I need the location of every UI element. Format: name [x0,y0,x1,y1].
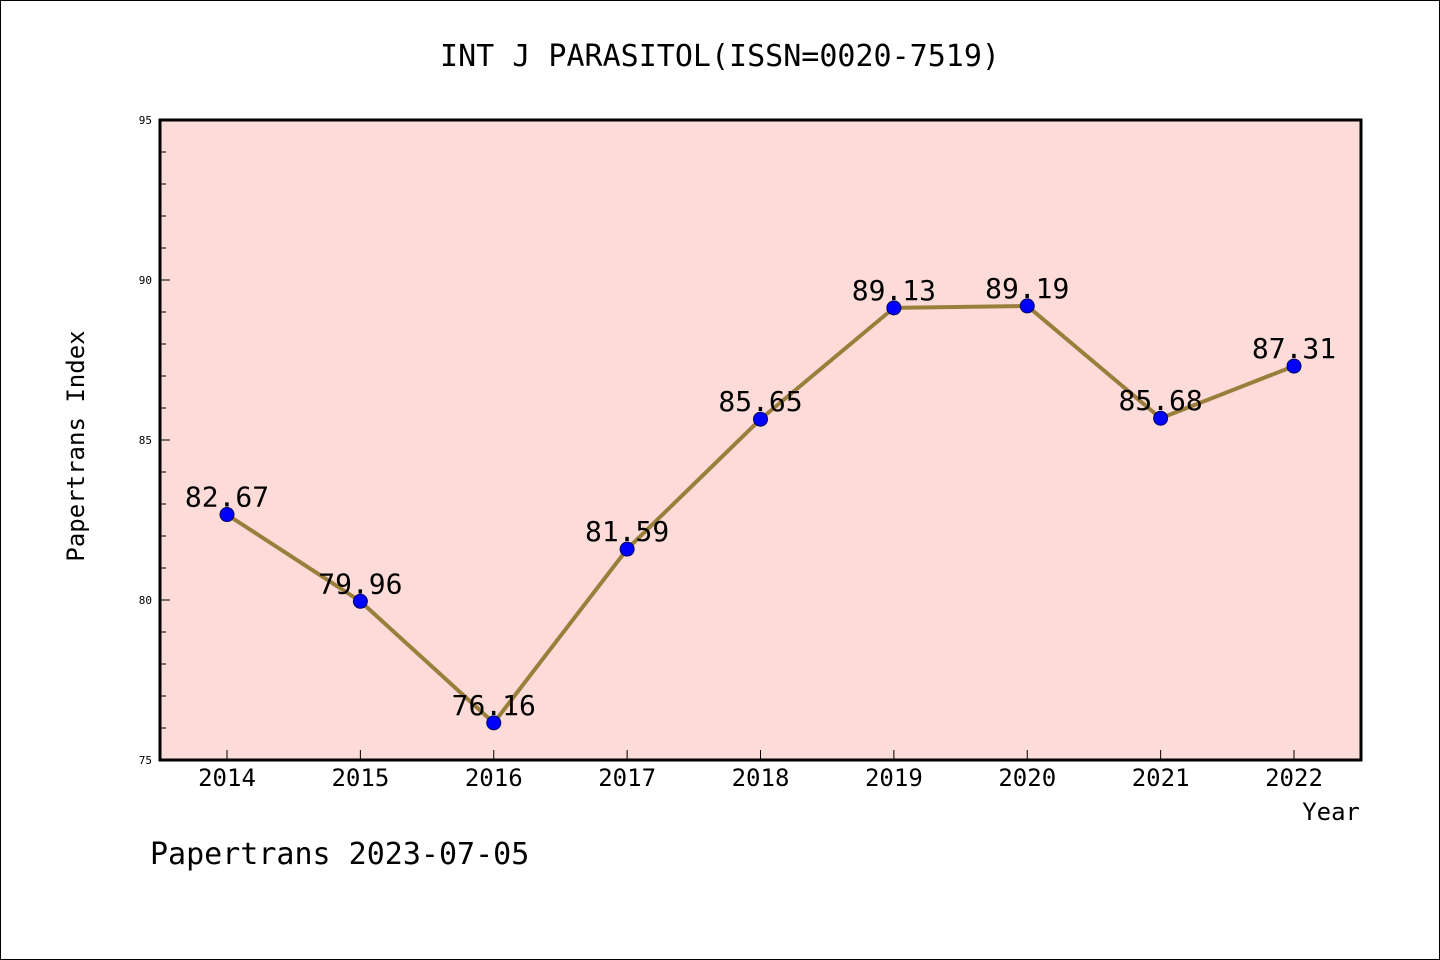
plot-area [158,118,1363,762]
y-axis-label: Papertrans Index [62,330,90,561]
y-tick-label: 75 [139,754,152,767]
x-tick-label: 2016 [465,764,523,792]
data-label: 87.31 [1252,332,1336,365]
x-axis-label: Year [1302,798,1360,826]
footer-credit: Papertrans 2023-07-05 [150,837,529,872]
data-labels: 82.67 79.96 76.16 81.59 85.65 89.13 89.19 85.68… [185,272,1336,722]
data-label: 76.16 [452,689,536,722]
y-tick-label: 95 [139,114,152,127]
chart-title: INT J PARASITOL(ISSN=0020-7519) [440,39,1000,74]
data-point [1286,358,1302,374]
data-label: 82.67 [185,481,269,514]
y-tick-label: 80 [139,594,152,607]
data-point [1019,298,1035,314]
x-tick-label: 2021 [1132,764,1190,792]
data-point [886,300,902,316]
data-point [219,507,235,523]
data-point [352,593,368,609]
x-tick-label: 2018 [732,764,790,792]
x-tick-label: 2015 [331,764,389,792]
x-tick-label: 2019 [865,764,923,792]
data-label: 89.19 [985,272,1069,305]
data-label: 81.59 [585,515,669,548]
y-tick-label: 85 [139,434,152,447]
data-label: 89.13 [852,274,936,307]
data-point [1153,410,1169,426]
data-point [753,411,768,427]
y-axis-ticks: 75 80 85 90 95 [139,114,170,767]
data-point [486,715,502,731]
x-axis-ticks: 2014 2015 2016 2017 2018 2019 2020 2021 2022 [198,750,1323,792]
series [219,298,1302,731]
data-label: 85.65 [718,385,802,418]
x-tick-label: 2017 [598,764,656,792]
x-tick-label: 2020 [998,764,1056,792]
x-tick-label: 2014 [198,764,256,792]
data-label: 85.68 [1118,384,1202,417]
x-tick-label: 2022 [1265,764,1323,792]
y-tick-label: 90 [139,274,152,287]
data-label: 79.96 [318,567,402,600]
data-point [619,541,635,557]
